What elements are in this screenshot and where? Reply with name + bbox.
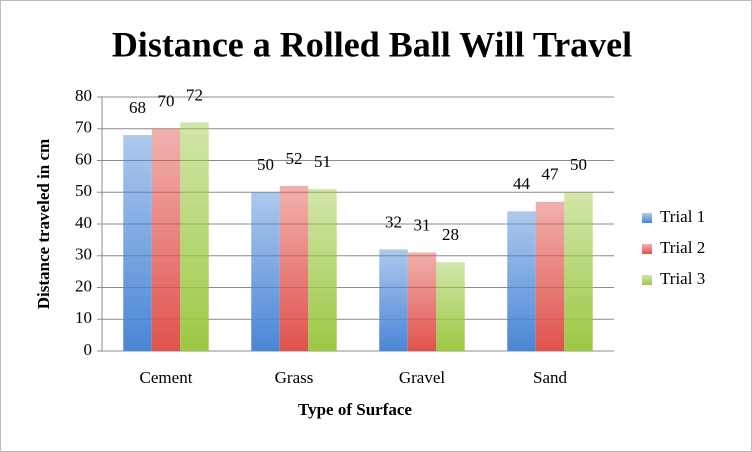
- value-label: 68: [129, 98, 146, 117]
- y-axis-title: Distance traveled in cm: [34, 139, 53, 309]
- value-label: 32: [385, 212, 402, 231]
- legend-swatch: [642, 244, 652, 254]
- value-label: 52: [286, 149, 303, 168]
- legend-swatch: [642, 275, 652, 285]
- value-label: 70: [158, 92, 175, 111]
- chart-title: Distance a Rolled Ball Will Travel: [112, 24, 632, 64]
- legend-label: Trial 1: [660, 207, 705, 226]
- value-label: 31: [414, 215, 431, 234]
- value-label: 50: [570, 155, 587, 174]
- x-axis-title: Type of Surface: [298, 400, 412, 419]
- y-tick-label: 70: [75, 118, 92, 137]
- value-label: 44: [513, 174, 531, 193]
- x-tick-label: Sand: [533, 368, 568, 387]
- bar: [535, 201, 565, 351]
- y-tick-label: 30: [75, 245, 92, 264]
- value-label: 50: [257, 155, 274, 174]
- value-label: 28: [442, 225, 459, 244]
- bar: [251, 192, 280, 351]
- y-tick-label: 40: [75, 213, 92, 232]
- y-tick-label: 50: [75, 181, 92, 200]
- legend-label: Trial 3: [660, 269, 705, 288]
- bar: [507, 211, 536, 351]
- bar: [379, 249, 408, 351]
- x-tick-label: Grass: [275, 368, 314, 387]
- y-tick-label: 80: [75, 86, 92, 105]
- bar: [407, 252, 437, 351]
- x-tick-label: Cement: [140, 368, 193, 387]
- y-tick-label: 20: [75, 276, 92, 295]
- legend-label: Trial 2: [660, 238, 705, 257]
- bar: [308, 189, 337, 351]
- y-tick-label: 60: [75, 149, 92, 168]
- y-tick-label: 10: [75, 308, 92, 327]
- x-tick-label: Gravel: [399, 368, 446, 387]
- bar: [436, 262, 465, 351]
- bar: [151, 128, 181, 351]
- legend-swatch: [642, 213, 652, 223]
- bar: [564, 192, 593, 351]
- bar: [123, 135, 152, 351]
- value-label: 72: [186, 85, 203, 104]
- bar: [180, 122, 209, 352]
- value-label: 51: [314, 152, 331, 171]
- value-label: 47: [542, 165, 560, 184]
- bar: [279, 185, 309, 351]
- y-tick-label: 0: [84, 340, 93, 359]
